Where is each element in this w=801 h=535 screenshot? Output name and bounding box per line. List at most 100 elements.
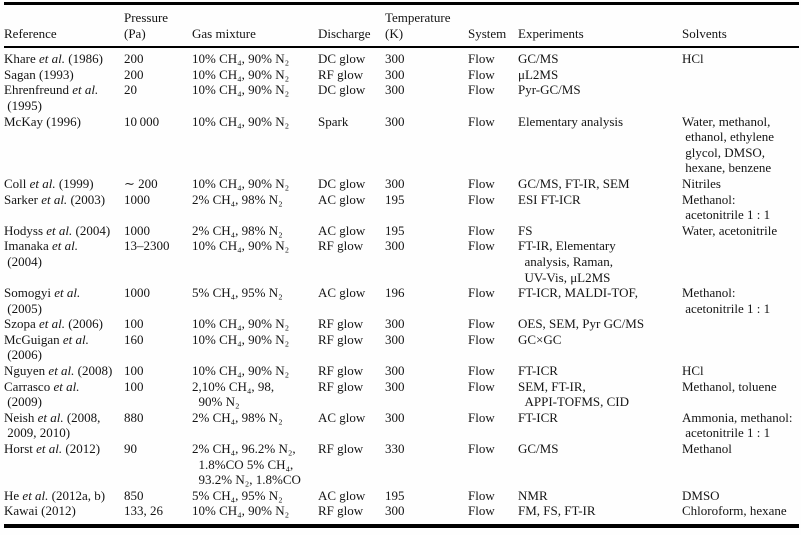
cell-reference: Szopa et al. (2006) bbox=[4, 316, 103, 332]
cell-discharge: DC glow bbox=[318, 51, 366, 67]
cell-pressure: 100 bbox=[124, 316, 144, 332]
cell-temperature: 330 bbox=[385, 441, 405, 457]
header-solvents: Solvents bbox=[682, 3, 799, 49]
cell-reference: Horst et al. (2012) bbox=[4, 441, 101, 457]
cell-gas-mixture: 5% CH₄, 95% N₂ bbox=[192, 487, 283, 503]
cell-solvents: Chloroform, hexane bbox=[682, 503, 787, 519]
cell-system: Flow bbox=[468, 441, 495, 457]
cell-gas-mixture: 10% CH₄, 90% N₂ bbox=[192, 175, 290, 191]
cell-temperature: 300 bbox=[385, 331, 405, 347]
cell-reference: Nguyen et al. (2008) bbox=[4, 363, 113, 379]
table-row: Nguyen et al. (2008) 100 10% CH₄, 90% N₂… bbox=[4, 363, 799, 379]
cell-solvents bbox=[682, 82, 799, 113]
header-row: Reference Pressure (Pa) Gas mixture Disc… bbox=[4, 3, 799, 49]
table-body: Khare et al. (1986) 200 10% CH₄, 90% N₂ … bbox=[4, 47, 799, 526]
cell-pressure: 200 bbox=[124, 66, 144, 82]
cell-solvents: HCl bbox=[682, 51, 704, 67]
cell-temperature: 300 bbox=[385, 238, 405, 254]
cell-gas-mixture: 10% CH₄, 90% N₂ bbox=[192, 66, 290, 82]
cell-pressure: ∼ 200 bbox=[124, 175, 158, 191]
cell-experiments: FS bbox=[518, 222, 533, 238]
cell-temperature: 195 bbox=[385, 191, 405, 207]
cell-pressure: 20 bbox=[124, 82, 137, 98]
cell-system: Flow bbox=[468, 285, 495, 301]
cell-solvents: Methanol, toluene bbox=[682, 378, 777, 394]
cell-temperature: 300 bbox=[385, 113, 405, 129]
cell-temperature: 300 bbox=[385, 378, 405, 394]
cell-gas-mixture: 2% CH₄, 98% N₂ bbox=[192, 409, 283, 425]
table-row: Kawai (2012) 133, 26 10% CH₄, 90% N₂ RF … bbox=[4, 503, 799, 526]
cell-temperature: 300 bbox=[385, 51, 405, 67]
table-row: Coll et al. (1999) ∼ 200 10% CH₄, 90% N₂… bbox=[4, 176, 799, 192]
header-pressure: Pressure (Pa) bbox=[124, 3, 192, 49]
cell-system: Flow bbox=[468, 331, 495, 347]
table-row: Horst et al. (2012) 90 2% CH₄, 96.2% N₂,… bbox=[4, 441, 799, 488]
cell-temperature: 195 bbox=[385, 222, 405, 238]
cell-experiments: FT-ICR, MALDI-TOF, bbox=[518, 285, 638, 301]
cell-experiments: GC/MS bbox=[518, 441, 559, 457]
table-row: Somogyi et al. (2005) 1000 5% CH₄, 95% N… bbox=[4, 285, 799, 316]
cell-solvents bbox=[682, 67, 799, 83]
cell-gas-mixture: 2,10% CH₄, 98, 90% N₂ bbox=[192, 378, 275, 410]
cell-temperature: 195 bbox=[385, 487, 405, 503]
cell-reference: Ehrenfreund et al. (1995) bbox=[4, 82, 99, 113]
cell-system: Flow bbox=[468, 487, 495, 503]
cell-solvents: Nitriles bbox=[682, 175, 721, 191]
cell-temperature: 300 bbox=[385, 316, 405, 332]
cell-reference: Somogyi et al. (2005) bbox=[4, 285, 81, 316]
cell-discharge: Spark bbox=[318, 113, 349, 129]
cell-gas-mixture: 10% CH₄, 90% N₂ bbox=[192, 331, 290, 347]
cell-solvents bbox=[682, 332, 799, 363]
cell-gas-mixture: 5% CH₄, 95% N₂ bbox=[192, 285, 283, 301]
cell-reference: Coll et al. (1999) bbox=[4, 175, 94, 191]
cell-pressure: 13–2300 bbox=[124, 238, 170, 254]
cell-pressure: 1000 bbox=[124, 285, 150, 301]
cell-system: Flow bbox=[468, 191, 495, 207]
table-row: He et al. (2012a, b) 850 5% CH₄, 95% N₂ … bbox=[4, 488, 799, 504]
cell-solvents: HCl bbox=[682, 363, 704, 379]
cell-gas-mixture: 10% CH₄, 90% N₂ bbox=[192, 82, 290, 98]
table-row: Szopa et al. (2006) 100 10% CH₄, 90% N₂ … bbox=[4, 316, 799, 332]
cell-experiments: μL2MS bbox=[518, 66, 559, 82]
cell-discharge: AC glow bbox=[318, 285, 366, 301]
cell-reference: Hodyss et al. (2004) bbox=[4, 222, 111, 238]
cell-discharge: RF glow bbox=[318, 316, 364, 332]
cell-gas-mixture: 2% CH₄, 96.2% N₂, 1.8%CO 5% CH₄, 93.2% N… bbox=[192, 441, 301, 488]
cell-gas-mixture: 10% CH₄, 90% N₂ bbox=[192, 363, 290, 379]
header-temperature: Temperature (K) bbox=[385, 3, 468, 49]
cell-pressure: 1000 bbox=[124, 222, 150, 238]
table-row: Khare et al. (1986) 200 10% CH₄, 90% N₂ … bbox=[4, 47, 799, 67]
cell-pressure: 200 bbox=[124, 51, 144, 67]
cell-discharge: RF glow bbox=[318, 66, 364, 82]
cell-discharge: AC glow bbox=[318, 409, 366, 425]
cell-reference: McGuigan et al. (2006) bbox=[4, 331, 89, 363]
cell-discharge: RF glow bbox=[318, 238, 364, 254]
cell-experiments: GC/MS, FT-IR, SEM bbox=[518, 175, 630, 191]
table-header: Reference Pressure (Pa) Gas mixture Disc… bbox=[4, 3, 799, 49]
cell-temperature: 300 bbox=[385, 66, 405, 82]
cell-reference: Sagan (1993) bbox=[4, 66, 74, 82]
cell-experiments: FT-ICR bbox=[518, 409, 558, 425]
table-row: Neish et al. (2008, 2009, 2010) 880 2% C… bbox=[4, 410, 799, 441]
cell-reference: He et al. (2012a, b) bbox=[4, 487, 106, 503]
cell-experiments: OES, SEM, Pyr GC/MS bbox=[518, 316, 645, 332]
cell-system: Flow bbox=[468, 175, 495, 191]
header-gas-mixture: Gas mixture bbox=[192, 3, 318, 49]
cell-experiments: Elementary analysis bbox=[518, 113, 624, 129]
cell-pressure: 100 bbox=[124, 363, 144, 379]
cell-gas-mixture: 10% CH₄, 90% N₂ bbox=[192, 316, 290, 332]
cell-pressure: 160 bbox=[124, 331, 144, 347]
table-row: McKay (1996) 10 000 10% CH₄, 90% N₂ Spar… bbox=[4, 114, 799, 176]
cell-experiments: NMR bbox=[518, 487, 548, 503]
cell-temperature: 300 bbox=[385, 503, 405, 519]
cell-pressure: 10 000 bbox=[124, 113, 160, 129]
cell-discharge: RF glow bbox=[318, 363, 364, 379]
header-system: System bbox=[468, 3, 518, 49]
table-row: Sagan (1993) 200 10% CH₄, 90% N₂ RF glow… bbox=[4, 67, 799, 83]
cell-pressure: 880 bbox=[124, 409, 144, 425]
cell-reference: Carrasco et al. (2009) bbox=[4, 378, 80, 410]
table-row: Hodyss et al. (2004) 1000 2% CH₄, 98% N₂… bbox=[4, 223, 799, 239]
cell-experiments: ESI FT-ICR bbox=[518, 191, 581, 207]
cell-reference: Sarker et al. (2003) bbox=[4, 191, 106, 207]
cell-solvents: Methanol bbox=[682, 441, 732, 457]
